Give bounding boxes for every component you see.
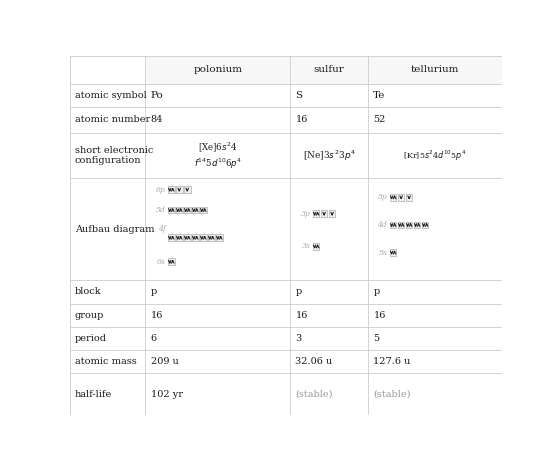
Text: 5d: 5d bbox=[156, 206, 165, 214]
Text: 4f: 4f bbox=[157, 225, 165, 233]
Text: atomic number: atomic number bbox=[75, 116, 150, 124]
Text: tellurium: tellurium bbox=[411, 65, 459, 75]
Text: 127.6 u: 127.6 u bbox=[373, 357, 411, 366]
Bar bbox=[168, 259, 175, 265]
Bar bbox=[389, 194, 397, 201]
Text: 3s: 3s bbox=[301, 242, 310, 250]
Text: 5p: 5p bbox=[377, 193, 387, 201]
Bar bbox=[184, 207, 191, 213]
Bar bbox=[176, 207, 182, 213]
Text: 6: 6 bbox=[151, 334, 157, 343]
Text: 16: 16 bbox=[151, 311, 163, 320]
Text: [Xe]6$s^2$4: [Xe]6$s^2$4 bbox=[198, 140, 238, 154]
Bar bbox=[146, 56, 290, 84]
Text: 6s: 6s bbox=[157, 258, 165, 266]
Bar bbox=[168, 186, 175, 193]
Bar bbox=[200, 234, 206, 241]
Bar bbox=[168, 234, 175, 241]
Text: [Kr]5$s^2$4$d^{10}$5$p^4$: [Kr]5$s^2$4$d^{10}$5$p^4$ bbox=[403, 148, 467, 163]
Bar bbox=[406, 222, 412, 228]
Text: 209 u: 209 u bbox=[151, 357, 179, 366]
Bar bbox=[176, 234, 182, 241]
Bar bbox=[168, 207, 175, 213]
Text: 5: 5 bbox=[373, 334, 379, 343]
Text: period: period bbox=[75, 334, 107, 343]
Text: (stable): (stable) bbox=[296, 390, 333, 398]
Bar bbox=[208, 234, 215, 241]
Bar bbox=[184, 186, 191, 193]
Bar bbox=[389, 249, 397, 256]
Text: [Ne]3$s^2$3$p^4$: [Ne]3$s^2$3$p^4$ bbox=[303, 148, 355, 163]
Text: 3p: 3p bbox=[300, 210, 310, 218]
Bar bbox=[192, 234, 199, 241]
Bar bbox=[200, 207, 206, 213]
Bar bbox=[329, 210, 335, 217]
Text: 32.06 u: 32.06 u bbox=[296, 357, 333, 366]
Text: atomic mass: atomic mass bbox=[75, 357, 137, 366]
Text: Te: Te bbox=[373, 91, 386, 100]
Bar bbox=[389, 222, 397, 228]
Bar bbox=[398, 222, 405, 228]
Text: 102 yr: 102 yr bbox=[151, 390, 182, 398]
Bar bbox=[313, 210, 320, 217]
Text: 6p: 6p bbox=[156, 185, 165, 194]
Text: S: S bbox=[296, 91, 302, 100]
Text: short electronic
configuration: short electronic configuration bbox=[75, 146, 153, 165]
Text: (stable): (stable) bbox=[373, 390, 411, 398]
Text: 52: 52 bbox=[373, 116, 386, 124]
Text: p: p bbox=[296, 288, 302, 296]
Text: 5s: 5s bbox=[378, 248, 387, 257]
Bar bbox=[192, 207, 199, 213]
Bar bbox=[422, 222, 429, 228]
Text: p: p bbox=[373, 288, 379, 296]
Bar bbox=[184, 234, 191, 241]
Text: group: group bbox=[75, 311, 104, 320]
Text: polonium: polonium bbox=[194, 65, 242, 75]
Text: 16: 16 bbox=[373, 311, 386, 320]
Text: 4d: 4d bbox=[377, 221, 387, 229]
Text: sulfur: sulfur bbox=[314, 65, 345, 75]
Bar bbox=[176, 186, 182, 193]
Bar bbox=[290, 56, 368, 84]
Text: 16: 16 bbox=[296, 116, 308, 124]
Text: block: block bbox=[75, 288, 102, 296]
Text: $f^{14}$5$d^{10}$6$p^4$: $f^{14}$5$d^{10}$6$p^4$ bbox=[194, 157, 242, 171]
Text: atomic symbol: atomic symbol bbox=[75, 91, 147, 100]
Text: p: p bbox=[151, 288, 157, 296]
Text: 3: 3 bbox=[296, 334, 302, 343]
Text: 84: 84 bbox=[151, 116, 163, 124]
Bar bbox=[368, 56, 502, 84]
Bar bbox=[216, 234, 223, 241]
Bar bbox=[321, 210, 328, 217]
Bar bbox=[313, 243, 320, 250]
Text: Aufbau diagram: Aufbau diagram bbox=[75, 225, 155, 233]
Bar bbox=[414, 222, 421, 228]
Bar bbox=[398, 194, 405, 201]
Text: half-life: half-life bbox=[75, 390, 112, 398]
Text: 16: 16 bbox=[296, 311, 308, 320]
Bar bbox=[406, 194, 412, 201]
Text: Po: Po bbox=[151, 91, 163, 100]
